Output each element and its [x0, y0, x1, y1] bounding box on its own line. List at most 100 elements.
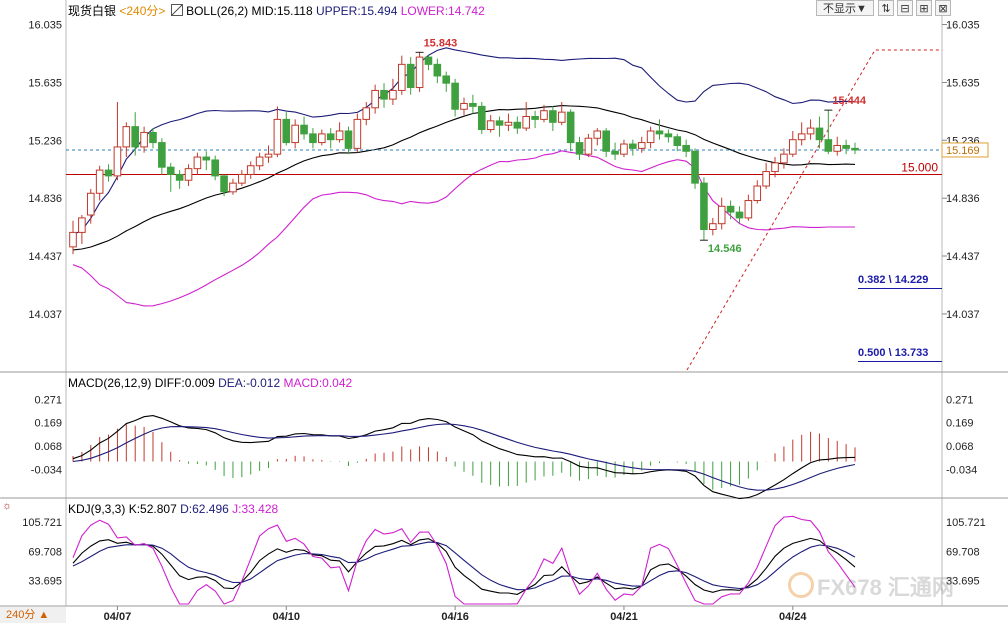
candle-body [184, 168, 193, 181]
hide-dropdown[interactable]: 不显示▼ [816, 0, 874, 16]
candle-body [193, 156, 202, 170]
candle-body [69, 231, 77, 248]
candle-body [637, 142, 646, 149]
kdj-k-line [72, 537, 856, 595]
price-tick-label-right: 16.035 [946, 20, 980, 32]
toolbar-button-4[interactable]: ⊠ [935, 0, 951, 16]
boll-mid: MID:15.118 [251, 4, 313, 18]
fib-underline-0382 [858, 288, 942, 289]
boll-name: BOLL(26,2) [186, 4, 249, 18]
candles-group [69, 52, 859, 255]
kdj-j: J:33.428 [232, 502, 279, 516]
kdj-tick-label-right: 105.721 [946, 517, 986, 529]
candle-body [566, 111, 575, 144]
macd-dea: DEA:-0.012 [218, 376, 281, 390]
candle-body [771, 162, 779, 173]
kdj-j-line [72, 515, 856, 605]
macd-tick-label-right: -0.034 [946, 464, 977, 476]
candle-body [762, 171, 770, 187]
date-tick-label: 04/16 [441, 611, 469, 623]
candle-body [158, 142, 166, 168]
boll-indicator-icon[interactable] [170, 4, 183, 16]
candle-body [549, 110, 557, 123]
price-tick-label-left: 14.836 [28, 193, 62, 205]
kdj-k: K:52.807 [128, 502, 177, 516]
candle-body [229, 182, 237, 193]
macd-histogram-group [72, 422, 856, 490]
candle-body [664, 133, 673, 138]
candle-body [344, 130, 353, 149]
watermark-text: FX678 汇通网 [817, 575, 954, 600]
candle-body [238, 173, 246, 184]
candle-body [362, 107, 371, 120]
price-tick-label-left: 15.236 [28, 135, 62, 147]
candle-body [264, 153, 273, 158]
candle-body [691, 150, 699, 184]
toolbar-button-3[interactable]: ⊞ [916, 0, 932, 16]
candle-body [309, 133, 317, 144]
candle-body [282, 118, 291, 144]
candle-body [433, 63, 442, 77]
candle-body [326, 133, 335, 141]
candle-body [318, 133, 326, 144]
candle-body [424, 56, 433, 65]
boll-lower: LOWER:14.742 [400, 4, 485, 18]
candle-body [415, 56, 424, 89]
macd-tick-label-left: -0.034 [31, 464, 62, 476]
candle-body [335, 130, 344, 141]
toolbar-button-2[interactable]: ⊟ [897, 0, 913, 16]
price-tick-label-right: 15.635 [946, 77, 980, 89]
candle-body [140, 131, 148, 148]
kdj-tick-label-right: 69.708 [946, 546, 980, 558]
price-tick-label-left: 16.035 [28, 20, 62, 32]
candle-body [442, 75, 451, 84]
candle-body [389, 89, 397, 100]
candle-body [824, 139, 833, 152]
candle-body [220, 175, 228, 193]
candle-body [531, 116, 539, 120]
candle-body [540, 110, 548, 120]
candle-body [78, 217, 86, 233]
candle-body [620, 143, 628, 155]
settings-icon[interactable]: ☼ [2, 500, 13, 512]
candle-body [842, 144, 850, 149]
candle-body [469, 102, 477, 107]
candle-body [477, 105, 486, 131]
candle-body [806, 127, 815, 135]
candle-body [593, 130, 602, 139]
kdj-header: KDJ(9,3,3) K:52.807 D:62.496 J:33.428 [68, 502, 278, 516]
kdj-d-line [72, 541, 856, 591]
candle-body [104, 169, 113, 177]
candle-body [655, 130, 664, 135]
candle-body [460, 102, 468, 110]
price-tick-label-left: 14.037 [28, 309, 62, 321]
candle-body [513, 121, 522, 129]
candle-body [851, 147, 859, 151]
date-tick-label: 04/07 [104, 611, 132, 623]
candle-body [575, 142, 584, 155]
boll-mid-line [72, 105, 856, 251]
candle-body [735, 211, 744, 219]
candle-body [291, 124, 299, 144]
candle-body [682, 144, 690, 152]
period-label[interactable]: <240分> [119, 4, 166, 18]
candle-body [833, 144, 842, 152]
candle-body [95, 169, 104, 194]
candle-body [486, 120, 495, 131]
fib-level-0500: 0.500 \ 13.733 [858, 347, 929, 359]
price-tick-label-right: 14.437 [946, 251, 980, 263]
date-tick-label: 04/24 [779, 611, 807, 623]
fib-level-0382: 0.382 \ 14.229 [858, 274, 929, 286]
candle-body [406, 63, 415, 89]
candle-body [602, 130, 610, 152]
high-annotation: 15.843 [424, 37, 458, 49]
low-annotation: 14.546 [708, 243, 742, 255]
price-tick-label-left: 14.437 [28, 251, 62, 263]
period-button[interactable]: 240分 ▲ [0, 606, 66, 623]
macd-diff: DIFF:0.009 [154, 376, 215, 390]
price-tick-label-right: 14.037 [946, 309, 980, 321]
toolbar-button-1[interactable]: ⇅ [878, 0, 894, 16]
kdj-tick-label-left: 33.695 [28, 576, 62, 588]
price-tick-label-right: 14.836 [946, 193, 980, 205]
